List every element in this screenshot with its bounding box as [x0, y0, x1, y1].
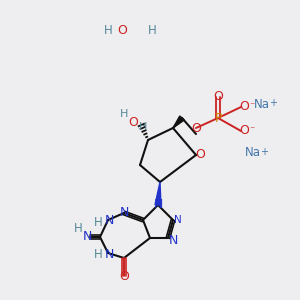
Text: O: O [119, 269, 129, 283]
Text: O: O [128, 116, 138, 128]
Text: +: + [260, 147, 268, 157]
Text: N: N [174, 215, 182, 225]
Text: H: H [120, 109, 128, 119]
Text: Na: Na [245, 146, 261, 160]
Polygon shape [173, 116, 184, 128]
Text: ⁻: ⁻ [249, 125, 255, 135]
Text: H: H [103, 23, 112, 37]
Text: O: O [239, 124, 249, 137]
Text: O: O [239, 100, 249, 113]
Text: H: H [94, 215, 102, 229]
Text: N: N [104, 248, 114, 262]
Polygon shape [155, 182, 161, 205]
Text: N: N [104, 214, 114, 227]
Text: O: O [191, 122, 201, 134]
Text: ⁻: ⁻ [249, 101, 255, 111]
Text: N: N [119, 206, 129, 220]
Text: P: P [214, 112, 222, 124]
Text: H: H [94, 248, 102, 262]
Text: N: N [153, 199, 163, 212]
Text: Na: Na [254, 98, 270, 110]
Text: N: N [82, 230, 92, 244]
Text: H: H [148, 23, 156, 37]
Text: O: O [117, 23, 127, 37]
Text: O: O [213, 91, 223, 103]
Text: H: H [74, 223, 82, 236]
Text: H: H [139, 122, 147, 132]
Text: O: O [195, 148, 205, 161]
Text: +: + [269, 98, 277, 108]
Text: N: N [168, 235, 178, 248]
